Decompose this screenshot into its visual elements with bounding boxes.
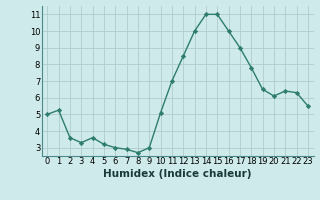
X-axis label: Humidex (Indice chaleur): Humidex (Indice chaleur) [103, 169, 252, 179]
